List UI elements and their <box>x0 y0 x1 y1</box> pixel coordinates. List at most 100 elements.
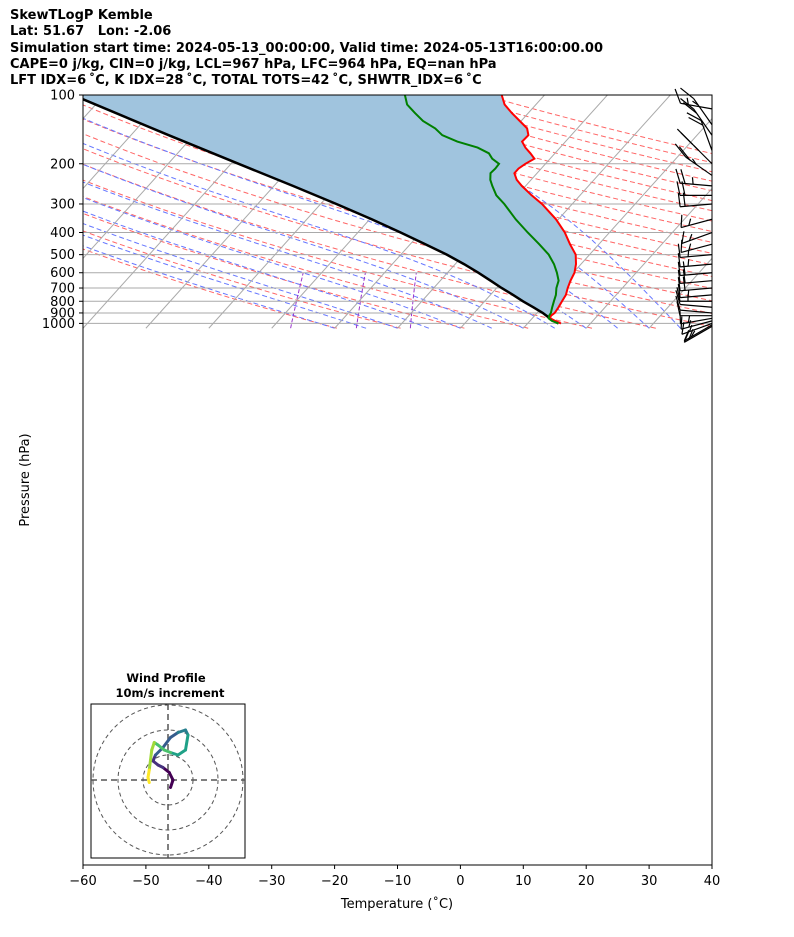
y-tick-label: 200 <box>50 157 75 172</box>
wind-barb-shaft <box>680 243 713 254</box>
plot-area <box>0 95 794 329</box>
indices-line-1: CAPE=0 j/kg, CIN=0 j/kg, LCL=967 hPa, LF… <box>10 56 497 72</box>
wind-barb-flag <box>680 132 694 146</box>
location-line: Lat: 51.67 Lon: -2.06 <box>10 24 172 40</box>
wind-barb-shaft <box>680 218 713 229</box>
x-tick-label: −10 <box>384 874 411 889</box>
wind-barb <box>677 269 713 285</box>
dewpoint-profile-line <box>403 95 560 325</box>
dry-adiabat <box>320 95 712 202</box>
moist-adiabat <box>83 163 524 329</box>
wind-barb <box>679 310 713 325</box>
wind-barb <box>675 168 713 187</box>
wind-barb-shaft <box>680 254 713 259</box>
dry-adiabat <box>83 179 593 329</box>
wind-barb-flag <box>686 112 702 121</box>
wind-barb-half-flag <box>688 218 692 226</box>
x-tick-label: −40 <box>195 874 222 889</box>
wind-barb-half-flag <box>691 158 697 165</box>
y-tick-label: 100 <box>50 89 75 104</box>
wind-barb-flag <box>675 290 681 305</box>
wind-barb-shaft <box>700 120 713 151</box>
wind-barb <box>675 295 713 314</box>
axes: −60 −50 −40 −30 −20 −10 0 10 20 30 40 1000900800700… <box>42 89 720 890</box>
wind-barb-flag <box>679 310 682 324</box>
wind-barb-flag <box>677 253 681 267</box>
hodograph-trace-segment <box>184 733 190 752</box>
isotherm <box>648 257 712 329</box>
wind-barb-shaft <box>680 203 713 208</box>
wind-barb-half-flag <box>687 289 690 298</box>
wind-barb-shaft <box>680 294 713 299</box>
dry-adiabat <box>352 95 712 192</box>
wind-barb <box>675 290 713 308</box>
wind-barb-flag <box>676 287 681 302</box>
wind-barb-shaft <box>685 156 713 176</box>
y-tick-label: 700 <box>50 282 75 297</box>
wind-barb-shaft <box>693 98 713 126</box>
wind-barb-half-flag <box>693 144 699 151</box>
wind-barb-flag <box>674 143 687 158</box>
wind-barb-half-flag <box>688 320 692 328</box>
isotherm <box>0 95 41 328</box>
hodograph-title: Wind Profile <box>126 671 206 685</box>
mixing-ratio-line <box>355 272 366 329</box>
hodograph-trace-segment <box>149 748 154 762</box>
wind-barb <box>680 214 713 229</box>
dry-adiabat <box>83 148 712 328</box>
moist-adiabat <box>83 245 335 329</box>
dry-adiabat <box>83 212 465 329</box>
hodograph-trace-segment <box>146 776 151 784</box>
wind-barb <box>680 316 713 330</box>
moist-adiabat <box>83 142 556 329</box>
y-tick-label: 400 <box>50 226 75 241</box>
dry-adiabat <box>83 248 338 329</box>
wind-barb-flag <box>681 231 685 244</box>
wind-barb <box>680 87 713 126</box>
y-tick-label: 800 <box>50 295 75 310</box>
wind-barb <box>677 253 713 268</box>
moist-adiabat <box>83 196 461 329</box>
wind-barb-half-flag <box>688 243 692 251</box>
wind-barb-shaft <box>680 303 713 308</box>
wind-barb-shaft <box>681 322 713 335</box>
isotherm <box>775 95 794 328</box>
hodograph: Wind Profile 10m/s increment <box>90 671 246 859</box>
cape-shading <box>83 95 576 324</box>
wind-barb-flag <box>677 269 681 284</box>
wind-barb-flag <box>680 98 695 110</box>
hodograph-trace-segment <box>161 736 172 749</box>
moist-adiabat <box>192 95 650 329</box>
wind-barb <box>681 231 713 245</box>
isotherm <box>460 95 671 329</box>
isotherm <box>711 327 712 329</box>
hodograph-trace-segment <box>147 758 152 772</box>
y-tick-label: 900 <box>50 306 75 321</box>
wind-barb-half-flag <box>692 100 699 106</box>
wind-barb-shaft <box>693 108 713 136</box>
wind-barb-shaft <box>680 320 713 330</box>
moist-adiabat <box>83 234 367 329</box>
hodograph-trace-segment <box>169 731 180 739</box>
x-tick-label: −60 <box>69 874 96 889</box>
wind-barb-flag <box>676 301 681 316</box>
wind-barb-flag <box>677 243 681 258</box>
wind-barb <box>676 128 713 165</box>
dry-adiabat <box>255 95 712 222</box>
indices-line-2: LFT IDX=6 ˚C, K IDX=28 ˚C, TOTAL TOTS=42… <box>10 73 482 89</box>
wind-barb-flag <box>680 316 683 330</box>
wind-barb-shaft <box>680 272 713 277</box>
wind-barb-shaft <box>680 102 713 110</box>
wind-barb-flag <box>675 168 681 184</box>
hodograph-trace-segment <box>176 748 187 757</box>
wind-barb-flag <box>688 117 704 126</box>
wind-barb-flag <box>680 87 695 100</box>
wind-barb-flag <box>674 88 682 104</box>
wind-barb <box>676 301 712 317</box>
wind-barbs <box>674 87 713 343</box>
wind-barb-half-flag <box>686 97 689 105</box>
x-tick-label: 10 <box>515 874 532 889</box>
wind-barb-flag <box>675 295 681 311</box>
wind-barb-shaft <box>680 287 713 292</box>
